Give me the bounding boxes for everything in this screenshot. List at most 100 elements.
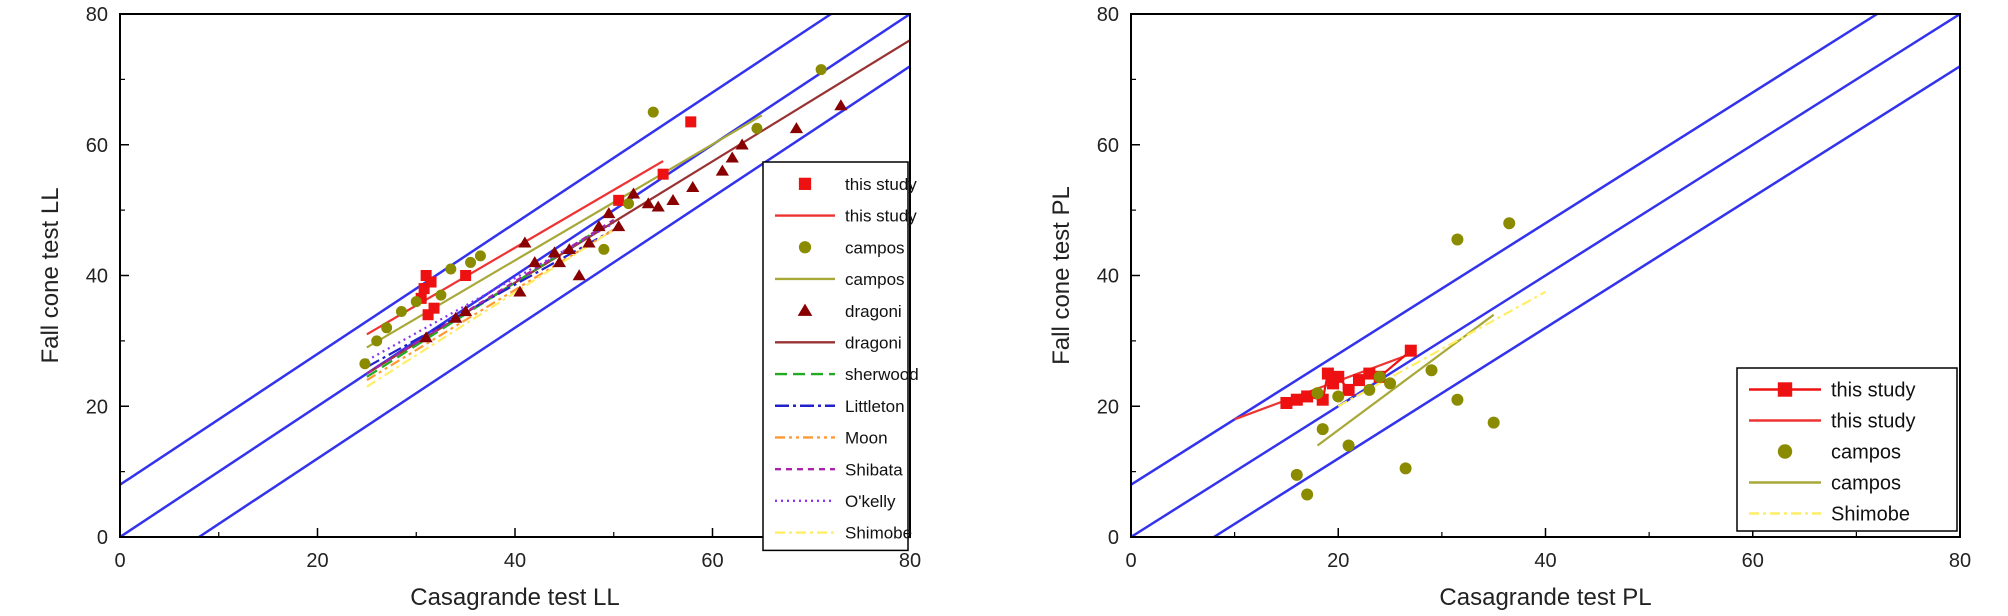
x-axis-label: Casagrande test PL [1439,584,1651,611]
data-point-campos [1311,387,1324,400]
x-tick-label: 40 [504,550,526,572]
data-point-campos [1451,393,1464,406]
data-point-this-study [1363,367,1376,380]
data-point-campos [445,263,457,275]
data-point-campos [474,250,486,262]
data-point-campos [815,64,827,76]
data-point-dragoni [641,197,655,209]
y-tick-label: 20 [86,396,108,418]
y-tick-label: 20 [1097,396,1119,418]
data-point-dragoni [789,122,804,134]
legend-box [1736,367,1958,532]
data-point-campos [623,198,635,210]
data-point-dragoni [592,220,606,232]
x-tick-label: 20 [1327,550,1349,572]
data-point-dragoni [552,256,567,268]
data-point-this-study [1332,370,1345,383]
y-tick-label: 80 [1097,4,1119,26]
data-point-dragoni [715,164,729,176]
data-point-this-study [422,309,434,321]
reference-line [120,14,832,486]
data-point-campos [647,106,659,118]
legend-dragoni-label: dragoni [845,333,902,352]
y-tick-label: 80 [86,4,108,26]
x-tick-label: 0 [114,550,125,572]
legend-moon-label: Moon [845,429,888,448]
data-point-dragoni [735,138,749,150]
legend-dragoni-marker-sample [797,303,813,316]
data-point-campos [751,122,763,134]
legend-this-study-label: this study [1831,380,1915,402]
data-point-dragoni [834,99,848,111]
data-point-this-study [613,194,625,206]
data-point-dragoni [651,200,665,212]
data-point-dragoni [626,187,641,199]
legend-sherwood-label: sherwood [845,365,919,384]
y-tick-label: 60 [1097,135,1119,157]
data-point-dragoni [547,246,562,258]
data-point-this-study [1342,383,1355,396]
data-point-dragoni [562,243,576,255]
reference-line [198,65,910,537]
data-point-campos [465,256,477,268]
data-point-campos [1399,462,1412,475]
data-point-campos [1332,390,1345,403]
legend-this-study-label: this study [845,175,917,194]
data-point-this-study [1404,344,1417,357]
data-point-dragoni [518,236,532,248]
data-point-dragoni [582,236,596,248]
data-point-campos [371,335,383,347]
data-point-this-study [1301,390,1314,403]
y-axis-label: Fall cone test LL [37,187,64,363]
reference-line [1213,65,1960,537]
data-point-campos [381,322,393,334]
legend-dragoni-label: dragoni [845,302,902,321]
data-point-campos [1316,423,1329,436]
data-point-this-study [460,270,472,281]
series-line-this-study [366,160,664,336]
data-point-this-study [425,276,437,288]
data-point-campos [1373,370,1386,383]
data-point-this-study [428,302,440,314]
data-point-this-study [685,116,697,128]
x-tick-label: 80 [899,550,921,572]
data-point-dragoni [419,331,433,343]
plot-area [120,14,910,537]
ll-comparison-chart: 0 20 40 60 80 0 20 40 60 80 Casagrande test LL Fall… [37,4,921,611]
data-point-this-study [420,270,432,281]
series-line-moon [366,228,615,382]
data-point-dragoni [459,305,473,317]
data-point-dragoni [528,256,542,268]
legend-littleton-label: Littleton [845,397,905,416]
data-point-this-study [418,283,430,295]
data-point-this-study [1321,367,1334,380]
data-point-dragoni [602,207,616,219]
legend-campos-label: campos [845,270,905,289]
data-point-campos [1301,488,1314,501]
legend-campos-label: campos [1831,442,1901,464]
pl-comparison-chart: 0 20 40 60 80 0 20 40 60 80 Casagrande test PL Fall… [1048,4,1971,611]
data-point-dragoni [725,151,739,163]
data-point-campos [435,289,447,301]
series-line-shimobe [366,228,615,388]
legend-this-study-marker-sample [798,177,812,190]
y-tick-label: 40 [1097,266,1119,288]
reference-line [1131,14,1960,537]
data-point-dragoni [666,194,680,206]
legend-shibata-label: Shibata [845,460,903,479]
y-tick-label: 0 [1108,527,1119,549]
legend-this-study-label: this study [1831,411,1915,433]
data-point-campos [359,358,371,370]
series-line-shimobe [1337,290,1547,408]
data-point-campos [1503,217,1516,230]
plot-frame [1130,13,1961,538]
data-point-campos [1487,416,1500,429]
x-tick-label: 40 [1534,550,1556,572]
data-point-this-study [1280,396,1293,409]
data-point-campos [1363,383,1376,396]
data-point-this-study [657,168,669,180]
series-line-this-study [1234,352,1412,421]
series-line-campos [1316,313,1495,447]
data-point-campos [1384,377,1397,390]
y-axis-label: Fall cone test PL [1048,186,1075,365]
